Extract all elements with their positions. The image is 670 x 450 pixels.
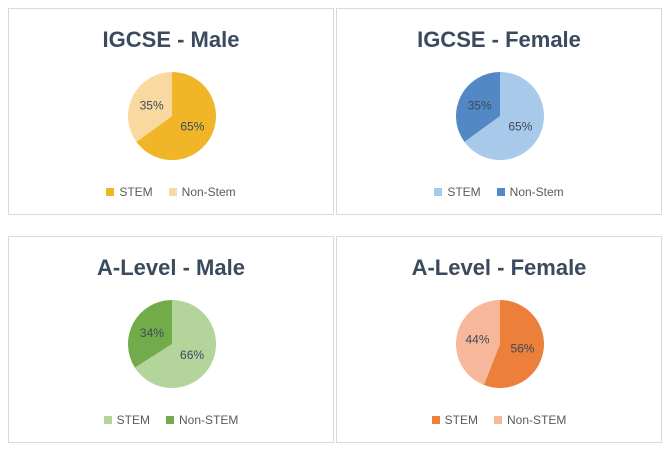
chart-panel-igcse-male: IGCSE - Male 65% 35% STEM Non-Stem [8,8,334,215]
pie-slice-non-stem [456,300,500,385]
pie-slice-stem [134,300,216,388]
data-label: 35% [468,99,492,113]
legend-swatch-stem [106,188,115,196]
chart-panel-a-level-female: A-Level - Female 56% 44% STEM Non-STEM [336,236,662,443]
chart-title: IGCSE - Female [417,27,581,52]
legend-item-non-stem: Non-STEM [494,413,566,427]
legend-label: STEM [444,413,478,427]
legend-label: Non-Stem [509,185,564,199]
legend-label: Non-Stem [181,185,236,199]
chart-title: A-Level - Female [411,255,587,280]
chart-title: A-Level - Male [97,255,245,280]
legend-swatch-non-stem [166,416,174,424]
chart-title: IGCSE - Male [102,27,240,52]
pie-slice-non-stem [128,72,172,142]
chart-panel-igcse-female: IGCSE - Female 65% 35% STEM Non-Stem [336,8,662,215]
legend-swatch-non-stem [494,416,502,424]
legend-swatch-stem [434,188,443,196]
pie-slice-non-stem [456,72,500,142]
legend-item-non-stem: Non-STEM [166,413,238,427]
legend-item-stem: STEM [431,413,478,427]
chart-legend: STEM Non-STEM [9,413,333,427]
chart-legend: STEM Non-Stem [9,185,333,199]
legend-swatch-non-stem [168,188,177,196]
legend-label: STEM [116,413,150,427]
pie-slice-non-stem [128,300,172,368]
legend-label: STEM [447,185,481,199]
legend-item-non-stem: Non-Stem [496,185,564,199]
legend-swatch-stem [103,416,112,424]
pie-chart: 65% 35% [456,72,544,160]
legend-item-stem: STEM [106,185,153,199]
chart-legend: STEM Non-Stem [337,185,661,199]
legend-item-non-stem: Non-Stem [168,185,236,199]
data-label: 65% [180,119,204,133]
legend-label: STEM [119,185,153,199]
pie-slice-stem [483,300,544,388]
pie-chart: 56% 44% [456,300,544,388]
data-label: 35% [140,99,164,113]
data-label: 34% [140,326,164,340]
pie-chart: 66% 34% [128,300,216,388]
legend-label: Non-STEM [507,413,567,427]
pie-slice-stem [136,72,216,160]
chart-panel-a-level-male: A-Level - Male 66% 34% STEM Non-STEM [8,236,334,443]
data-label: 44% [466,333,490,347]
legend-swatch-non-stem [496,188,505,196]
legend-label: Non-STEM [179,413,239,427]
pie-chart: 65% 35% [128,72,216,160]
legend-item-stem: STEM [103,413,150,427]
data-label: 66% [180,348,204,362]
data-label: 65% [508,119,532,133]
legend-swatch-stem [431,416,440,424]
data-label: 56% [510,341,534,355]
chart-legend: STEM Non-STEM [337,413,661,427]
pie-slice-stem [464,72,544,160]
legend-item-stem: STEM [434,185,481,199]
